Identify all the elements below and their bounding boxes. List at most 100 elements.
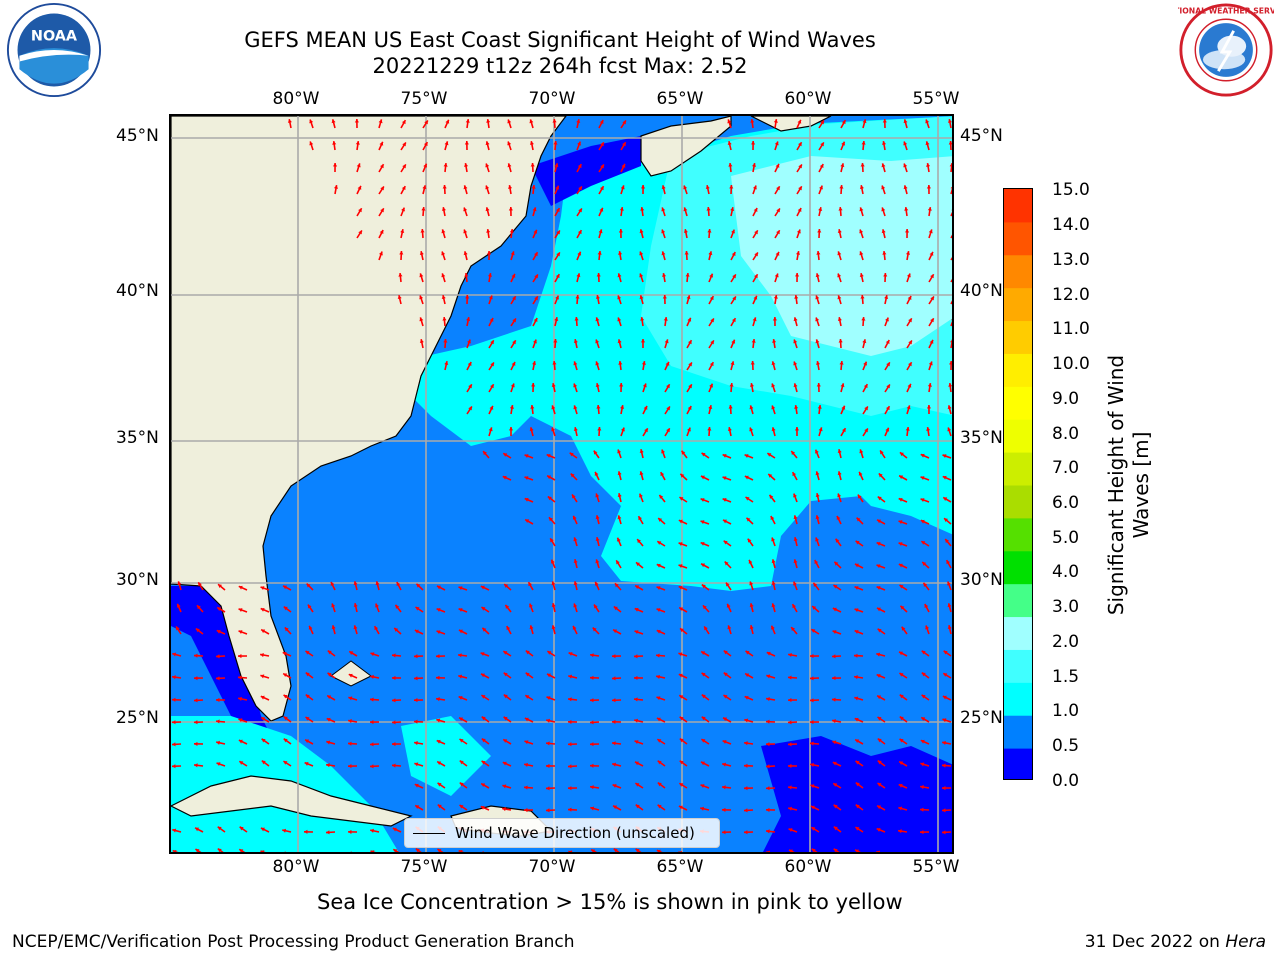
wind-wave-arrowhead — [837, 295, 842, 300]
map-panel — [169, 114, 954, 854]
wind-wave-arrowhead — [950, 186, 952, 189]
wind-wave-arrowhead — [810, 805, 815, 810]
wind-wave-arrowhead — [876, 564, 881, 569]
wind-wave-arrowhead — [555, 295, 559, 300]
wind-wave-arrowhead — [854, 608, 859, 613]
wind-wave-arrowhead — [788, 763, 792, 769]
wind-wave-arrowhead — [701, 584, 706, 589]
wind-wave-arrowhead — [707, 229, 712, 233]
wind-wave-arrowhead — [414, 719, 418, 724]
wind-wave-arrowhead — [942, 786, 946, 791]
wind-wave-arrowhead — [883, 273, 888, 277]
wind-wave-arrowhead — [238, 718, 243, 723]
wind-wave-arrowhead — [506, 626, 511, 631]
wind-wave-arrowhead — [546, 808, 550, 813]
wind-wave-arrowhead — [775, 251, 780, 256]
wind-wave-arrowhead — [885, 317, 889, 322]
wind-wave-arrowhead — [195, 628, 200, 633]
wind-wave-arrowhead — [945, 851, 946, 852]
wind-wave-arrowhead — [525, 695, 530, 699]
wind-wave-arrowhead — [907, 295, 912, 300]
wind-wave-arrowhead — [885, 340, 890, 345]
wind-wave-arrowhead — [374, 626, 379, 631]
wind-wave-arrowhead — [194, 741, 198, 746]
wind-wave-arrowhead — [305, 672, 310, 677]
wind-wave-arrowhead — [886, 362, 890, 367]
wind-wave-arrowhead — [810, 719, 814, 725]
wind-wave-arrowhead — [568, 719, 572, 724]
wind-wave-arrowhead — [877, 496, 882, 501]
wind-wave-arrowhead — [327, 695, 332, 700]
wind-wave-arrowhead — [798, 164, 802, 169]
wind-wave-arrowhead — [502, 807, 506, 812]
colorbar-cells — [1004, 189, 1032, 779]
wind-wave-arrowhead — [353, 625, 358, 630]
wind-wave-arrowhead — [728, 163, 733, 167]
wind-wave-arrowhead — [820, 120, 824, 125]
wind-wave-arrowhead — [877, 760, 882, 765]
wind-wave-arrowhead — [681, 450, 686, 455]
wind-wave-arrowhead — [838, 339, 843, 343]
wind-wave-arrowhead — [920, 852, 924, 854]
wind-wave-arrowhead — [709, 273, 714, 278]
wind-wave-arrowhead — [239, 849, 244, 852]
wind-wave-arrowhead — [577, 251, 582, 256]
wind-wave-arrowhead — [612, 784, 617, 788]
wind-wave-arrowhead — [926, 427, 931, 431]
wind-wave-arrowhead — [553, 141, 558, 145]
lon-label-top: 55°W — [912, 89, 960, 109]
wind-wave-arrowhead — [927, 207, 932, 211]
wind-wave-arrowhead — [194, 720, 198, 725]
wind-wave-arrowhead — [905, 251, 911, 255]
wind-wave-arrowhead — [926, 405, 932, 409]
wind-wave-arrowhead — [481, 716, 486, 721]
wind-wave-arrowhead — [797, 207, 802, 212]
wind-wave-arrowhead — [422, 185, 427, 190]
wind-wave-arrowhead — [661, 449, 666, 454]
wind-wave-arrowhead — [727, 625, 732, 630]
wind-wave-arrowhead — [750, 119, 755, 123]
wind-wave-arrowhead — [766, 651, 771, 656]
wind-wave-arrowhead — [577, 141, 581, 146]
wind-wave-arrowhead — [744, 741, 748, 746]
wind-wave-arrowhead — [859, 229, 864, 234]
wind-wave-arrowhead — [930, 296, 934, 301]
wind-wave-arrowhead — [305, 739, 310, 744]
wind-wave-arrowhead — [600, 186, 604, 191]
wind-wave-arrowhead — [860, 163, 865, 167]
wind-wave-arrowhead — [855, 760, 860, 765]
wind-wave-arrowhead — [590, 785, 594, 790]
wind-wave-arrowhead — [392, 720, 396, 725]
wind-wave-arrowhead — [546, 763, 550, 769]
wind-wave-arrowhead — [876, 828, 881, 832]
wind-wave-arrowhead — [899, 694, 904, 699]
wind-wave-arrowhead — [722, 852, 726, 854]
wind-wave-arrowhead — [903, 119, 908, 124]
wind-wave-arrowhead — [459, 717, 464, 722]
wind-wave-arrowhead — [639, 229, 644, 234]
wind-wave-arrowhead — [489, 405, 494, 410]
wind-wave-arrowhead — [621, 163, 626, 168]
lat-label-right: 30°N — [960, 570, 1003, 590]
wind-wave-arrowhead — [656, 629, 661, 634]
colorbar-tick: 6.0 — [1052, 493, 1080, 513]
wind-wave-arrowhead — [392, 827, 397, 832]
wind-wave-arrowhead — [661, 185, 666, 190]
wind-wave-arrowhead — [444, 361, 449, 366]
wind-wave-arrowhead — [683, 207, 688, 212]
wind-wave-arrowhead — [833, 783, 838, 787]
wind-wave-arrowhead — [556, 252, 560, 257]
wind-wave-arrowhead — [304, 829, 308, 834]
wind-wave-arrowhead — [839, 361, 844, 365]
colorbar-tick: 1.5 — [1052, 667, 1080, 687]
wind-wave-arrowhead — [635, 585, 640, 590]
wind-wave-arrowhead — [881, 163, 886, 168]
wind-wave-arrowhead — [442, 185, 447, 189]
wind-wave-arrowhead — [876, 673, 881, 678]
wind-wave-arrowhead — [398, 273, 403, 277]
wind-wave-arrowhead — [678, 542, 683, 546]
wind-wave-arrowhead — [459, 804, 464, 809]
wind-wave-arrowhead — [863, 361, 868, 366]
wind-wave-arrowhead — [595, 537, 600, 542]
wind-wave-arrowhead — [176, 626, 180, 631]
